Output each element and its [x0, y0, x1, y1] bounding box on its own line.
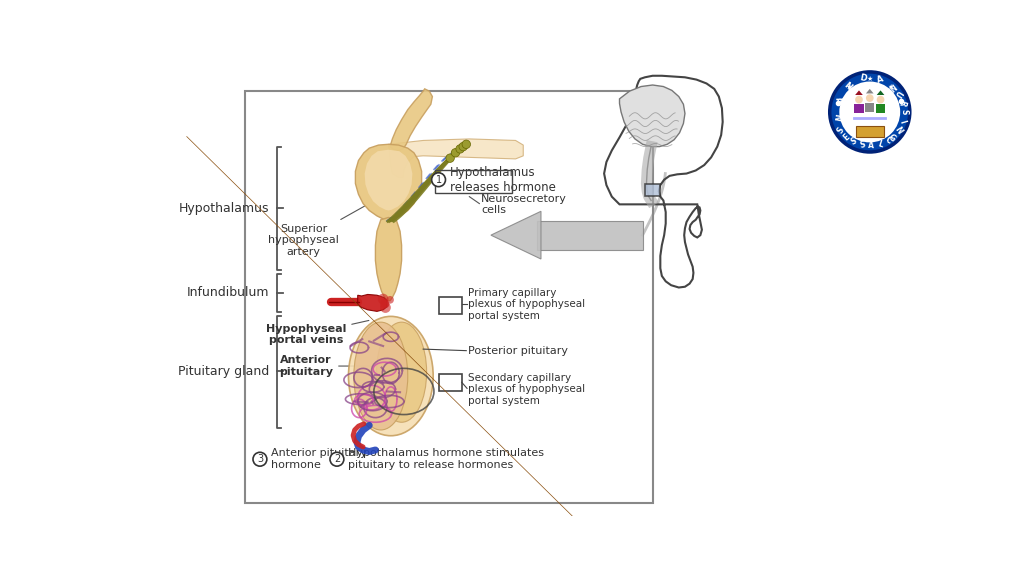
Text: Posterior pituitary: Posterior pituitary [468, 346, 568, 356]
Polygon shape [877, 90, 885, 95]
Polygon shape [490, 211, 541, 259]
Text: S: S [836, 125, 847, 135]
Circle shape [378, 293, 388, 304]
Text: S: S [899, 109, 908, 115]
Ellipse shape [377, 322, 427, 422]
Circle shape [459, 142, 467, 151]
Text: R: R [897, 98, 907, 106]
Text: Primary capillary
plexus of hypophyseal
portal system: Primary capillary plexus of hypophyseal … [468, 288, 585, 321]
Circle shape [866, 94, 873, 102]
Text: N: N [893, 125, 903, 136]
Circle shape [253, 452, 267, 466]
Circle shape [386, 296, 394, 304]
Text: Hypothalamus
releases hormone: Hypothalamus releases hormone [451, 166, 556, 194]
Bar [645, 183, 660, 196]
Circle shape [840, 82, 900, 142]
Text: Infundibulum: Infundibulum [186, 287, 269, 299]
Circle shape [445, 154, 455, 162]
Text: I: I [897, 119, 907, 125]
Text: N: N [886, 80, 897, 92]
Circle shape [383, 302, 389, 307]
Text: Secondary capillary
plexus of hypophyseal
portal system: Secondary capillary plexus of hypophysea… [468, 372, 585, 406]
Ellipse shape [354, 322, 408, 430]
Polygon shape [620, 85, 685, 147]
Text: Hypothalamus: Hypothalamus [178, 202, 269, 215]
Text: S: S [859, 140, 866, 150]
Text: 1: 1 [435, 175, 441, 184]
Text: ★: ★ [846, 84, 852, 89]
Circle shape [877, 96, 885, 103]
Circle shape [380, 302, 391, 313]
Ellipse shape [348, 316, 433, 436]
Polygon shape [856, 126, 884, 137]
Circle shape [452, 148, 460, 157]
Text: Anterior
pituitary: Anterior pituitary [280, 355, 371, 377]
Text: N: N [842, 81, 853, 92]
Text: 3: 3 [257, 454, 263, 464]
Bar [876, 104, 885, 114]
Bar [438, 374, 462, 391]
Circle shape [829, 72, 909, 152]
Circle shape [330, 452, 344, 466]
Polygon shape [376, 218, 401, 300]
Text: E: E [842, 132, 852, 142]
Text: L: L [877, 139, 884, 149]
Text: C: C [883, 135, 893, 146]
Text: A: A [876, 74, 885, 85]
Circle shape [381, 299, 387, 305]
Polygon shape [355, 144, 422, 222]
Bar [854, 104, 863, 114]
Text: A: A [868, 141, 874, 150]
Polygon shape [538, 220, 643, 250]
Polygon shape [866, 89, 873, 93]
Text: Hypothalamus hormone stimulates
pituitary to release hormones: Hypothalamus hormone stimulates pituitar… [348, 448, 544, 470]
Text: Anterior pituitary
hormone: Anterior pituitary hormone [270, 448, 367, 470]
Text: D: D [859, 74, 867, 84]
Circle shape [456, 144, 464, 153]
Text: ★: ★ [888, 84, 894, 89]
Text: Pituitary gland: Pituitary gland [178, 365, 269, 378]
Bar [435, 170, 512, 193]
Circle shape [432, 173, 445, 187]
Polygon shape [388, 139, 523, 177]
Text: G: G [886, 133, 897, 143]
Text: N: N [831, 113, 842, 121]
Text: Neurosecretory
cells: Neurosecretory cells [481, 194, 567, 215]
Polygon shape [390, 89, 432, 150]
Text: ★: ★ [866, 76, 872, 82]
Text: 2: 2 [334, 454, 340, 464]
Polygon shape [365, 150, 413, 211]
Circle shape [855, 96, 863, 103]
Polygon shape [855, 90, 863, 95]
Text: S: S [850, 137, 858, 147]
Text: Hypophyseal
portal veins: Hypophyseal portal veins [266, 321, 369, 345]
Circle shape [380, 299, 389, 309]
Circle shape [462, 140, 470, 148]
Text: U: U [893, 88, 903, 98]
FancyBboxPatch shape [245, 91, 652, 503]
Text: A: A [833, 96, 844, 105]
Bar [865, 103, 874, 112]
Bar [438, 297, 462, 314]
Polygon shape [357, 295, 387, 311]
Text: Superior
hypophyseal
artery: Superior hypophyseal artery [268, 206, 366, 257]
